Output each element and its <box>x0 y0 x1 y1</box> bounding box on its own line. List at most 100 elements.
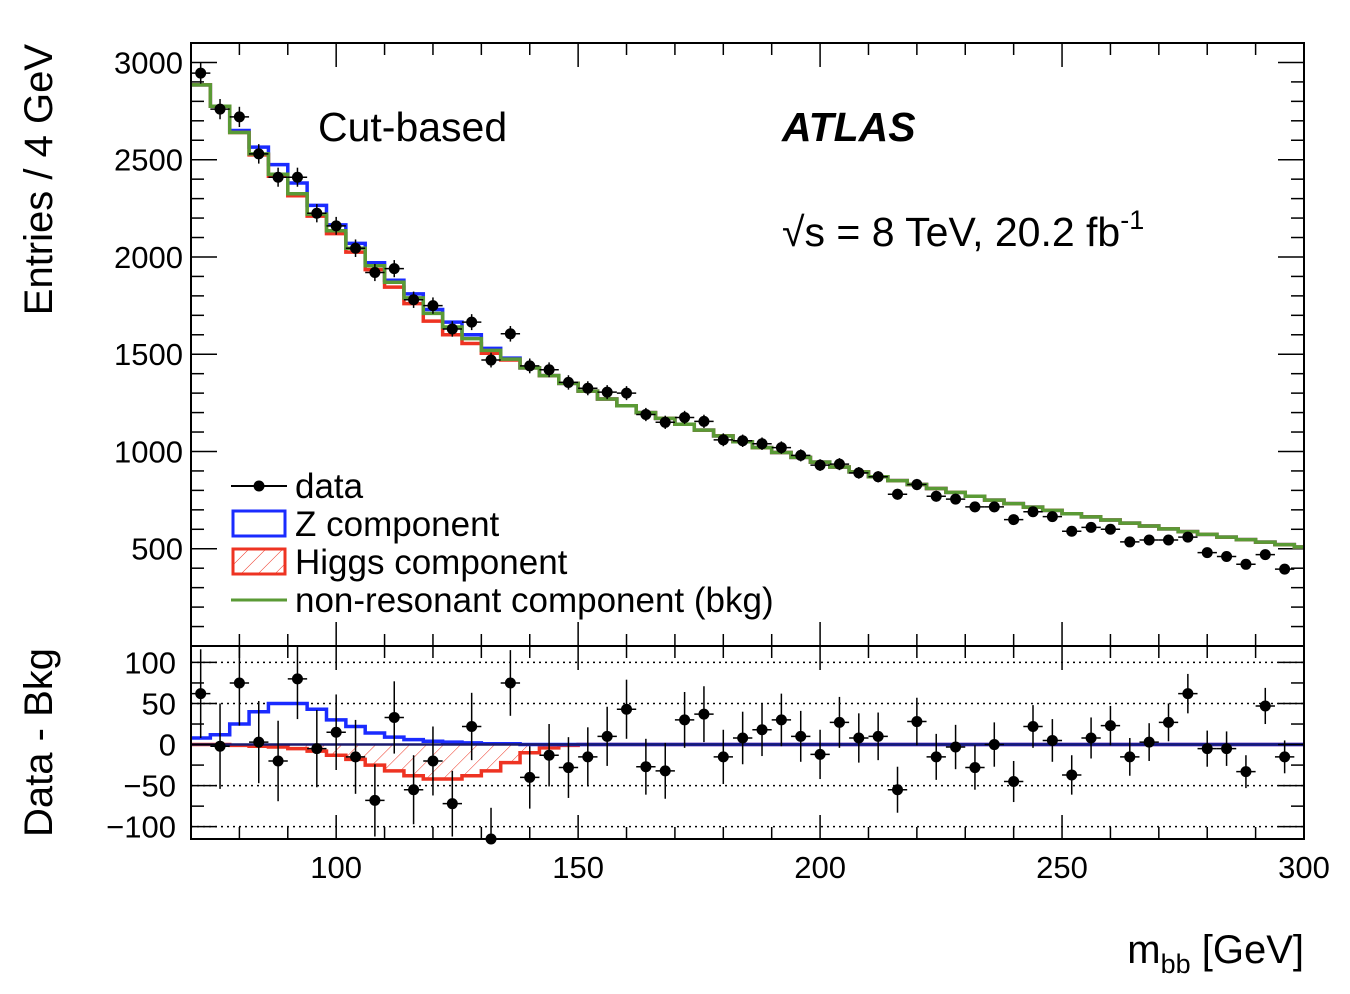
data-point <box>1201 547 1213 559</box>
data-point <box>1259 549 1271 561</box>
ratio-data-point <box>892 784 904 796</box>
ratio-data-point <box>737 732 749 744</box>
data-point <box>485 354 497 366</box>
data-point <box>1240 558 1252 570</box>
ratio-frame <box>190 645 1305 840</box>
ratio-data-point <box>795 730 807 742</box>
ratio-panel: −100 −50 0 50 100 100 150 200 250 300 <box>106 645 1330 885</box>
data-point <box>930 490 942 502</box>
ratio-y-tick-label: 100 <box>124 645 176 680</box>
data-point <box>1163 534 1175 546</box>
ratio-data-point <box>291 673 303 685</box>
data-point <box>253 148 265 160</box>
data-point <box>737 435 749 447</box>
ratio-data-point <box>1240 766 1252 778</box>
legend-label-bkg: non-resonant component (bkg) <box>295 581 774 620</box>
x-axis-title: mbb [GeV] <box>1127 928 1304 979</box>
ratio-data-point <box>1124 751 1136 763</box>
data-point <box>892 488 904 500</box>
ratio-data-point <box>1085 732 1097 744</box>
ratio-data-point <box>1201 743 1213 755</box>
data-point <box>543 364 555 376</box>
data-point <box>330 220 342 232</box>
legend-item-data: data <box>231 467 364 506</box>
energy-lumi-label: √s = 8 TeV, 20.2 fb-1 <box>782 205 1144 255</box>
ratio-data-point <box>601 730 613 742</box>
ratio-data-point <box>214 740 226 752</box>
ratio-data-point <box>1008 776 1020 788</box>
x-axis-title-sub: bb <box>1161 949 1191 979</box>
data-point <box>1124 536 1136 548</box>
main-panel: 500 1000 1500 2000 2500 3000 <box>114 42 1305 647</box>
ratio-axis-ticks <box>190 646 1305 839</box>
ratio-data-point <box>640 761 652 773</box>
atlas-label: ATLAS <box>781 104 916 150</box>
ratio-data-point <box>272 755 284 767</box>
ratio-data-point <box>833 716 845 728</box>
data-point <box>350 242 362 254</box>
data-point <box>1066 525 1078 537</box>
ratio-data-point <box>1259 700 1271 712</box>
legend-label-data: data <box>295 467 364 506</box>
legend-data-marker <box>253 480 265 492</box>
ratio-data-point <box>1221 743 1233 755</box>
ratio-data-point <box>408 784 420 796</box>
ratio-y-tick-label: −100 <box>106 810 176 845</box>
ratio-data-point <box>1143 736 1155 748</box>
main-y-axis-title: Entries / 4 GeV <box>17 44 61 316</box>
ratio-y-axis-title: Data - Bkg <box>17 648 61 837</box>
data-point <box>562 376 574 388</box>
x-tick-label: 250 <box>1036 850 1088 885</box>
data-point <box>582 382 594 394</box>
ratio-data-point <box>756 724 768 736</box>
data-point <box>388 263 400 275</box>
main-y-tick-label: 2500 <box>114 143 183 178</box>
ratio-data-point <box>466 720 478 732</box>
ratio-data-point <box>195 688 207 700</box>
main-y-tick-label: 500 <box>131 532 183 567</box>
ratio-data-point <box>1182 688 1194 700</box>
legend-item-higgs: Higgs component <box>231 543 568 582</box>
data-point <box>872 471 884 483</box>
data-point <box>369 267 381 279</box>
ratio-data-point <box>911 716 923 728</box>
ratio-y-tick-label: 50 <box>142 686 176 721</box>
energy-lumi-text: √s = 8 TeV, 20.2 fb <box>782 209 1120 255</box>
data-point <box>640 409 652 421</box>
main-y-tick-labels: 500 1000 1500 2000 2500 3000 <box>114 45 183 566</box>
x-axis-title-m: m <box>1127 928 1160 972</box>
data-point <box>969 501 981 513</box>
data-point <box>756 438 768 450</box>
ratio-data-point <box>233 677 245 689</box>
main-axis-ticks <box>190 42 1305 646</box>
data-point <box>504 328 516 340</box>
ratio-data-point <box>1163 716 1175 728</box>
ratio-data-point <box>950 741 962 753</box>
data-point <box>950 493 962 505</box>
ratio-data-point <box>969 762 981 774</box>
data-point <box>679 411 691 423</box>
ratio-data-point <box>562 762 574 774</box>
ratio-data-point <box>504 677 516 689</box>
ratio-data-point <box>988 739 1000 751</box>
ratio-y-tick-labels: −100 −50 0 50 100 <box>106 645 176 844</box>
ratio-data-point <box>427 755 439 767</box>
data-point <box>1182 531 1194 543</box>
x-tick-label: 200 <box>794 850 846 885</box>
ratio-curves <box>191 701 1304 781</box>
data-point <box>1027 506 1039 518</box>
data-point <box>1046 511 1058 523</box>
data-point <box>814 459 826 471</box>
ratio-data-point <box>621 703 633 715</box>
data-point <box>1279 563 1291 575</box>
legend: data Z component Higgs component non-res… <box>231 467 774 620</box>
x-tick-label: 100 <box>310 850 362 885</box>
legend-item-bkg: non-resonant component (bkg) <box>231 581 774 620</box>
ratio-data-point <box>872 730 884 742</box>
ratio-data-point <box>930 751 942 763</box>
selection-label: Cut-based <box>318 104 507 150</box>
ratio-data-point <box>679 714 691 726</box>
legend-label-higgs: Higgs component <box>295 543 568 582</box>
main-y-tick-label: 1000 <box>114 434 183 469</box>
